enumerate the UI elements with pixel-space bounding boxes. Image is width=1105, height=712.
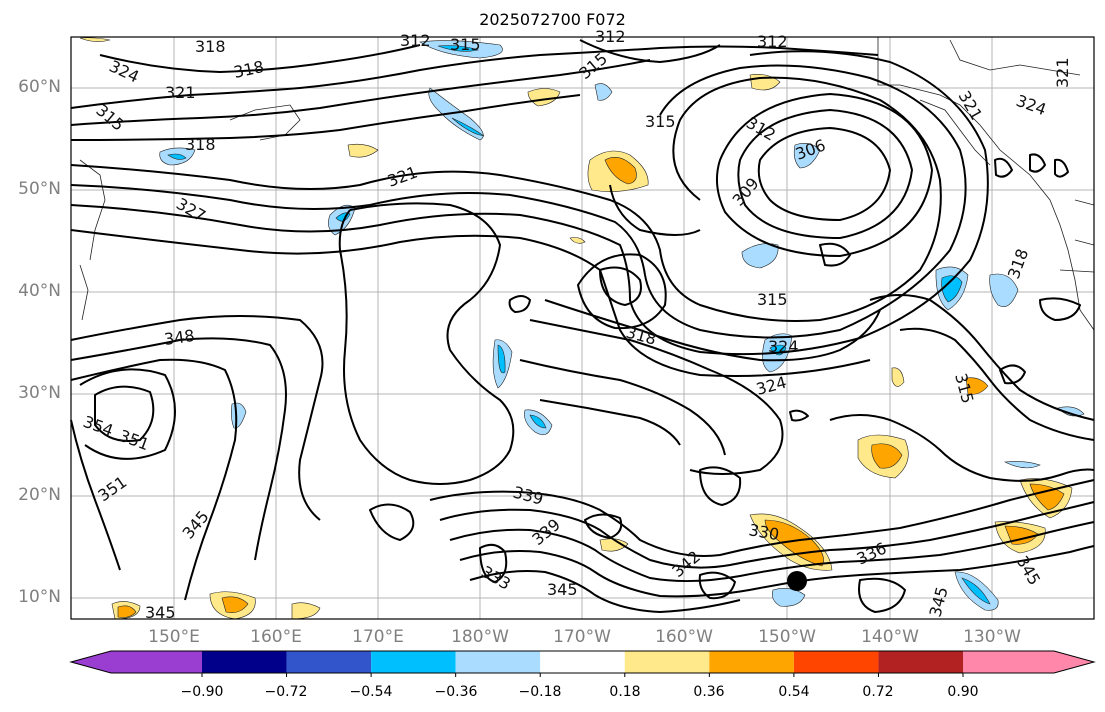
colorbar-segment xyxy=(455,651,541,673)
lon-label: 150°E xyxy=(148,627,200,647)
lat-label: 30°N xyxy=(18,383,61,403)
contour-label: 315 xyxy=(450,35,481,54)
colorbar-segment xyxy=(709,651,794,673)
colorbar-tick-label: 0.18 xyxy=(609,684,641,700)
colorbar-segment xyxy=(286,651,372,673)
colorbar xyxy=(69,650,1096,677)
lon-label: 160°E xyxy=(250,627,302,647)
colorbar-segment xyxy=(878,651,963,673)
plot-frame xyxy=(70,36,1095,620)
colorbar-tick-label: −0.54 xyxy=(349,684,393,700)
colorbar-tick-label: −0.90 xyxy=(180,684,224,700)
contour-label: 345 xyxy=(547,580,578,599)
contour-label: 318 xyxy=(185,135,216,154)
lat-label: 10°N xyxy=(18,587,61,607)
contour-label: 312 xyxy=(400,31,431,50)
chart-title: 2025072700 F072 xyxy=(479,10,626,29)
contour-label: 312 xyxy=(757,32,788,51)
colorbar-segment xyxy=(793,651,879,673)
lat-label: 40°N xyxy=(18,281,61,301)
colorbar-tick-label: 0.36 xyxy=(693,684,725,700)
colorbar-segment xyxy=(71,651,202,673)
colorbar-tick-label: −0.72 xyxy=(264,684,308,700)
colorbar-segment xyxy=(624,651,710,673)
colorbar-segment xyxy=(540,651,625,673)
lon-label: 140°W xyxy=(861,627,919,647)
lon-label: 150°W xyxy=(758,627,816,647)
lon-label: 180°W xyxy=(451,627,509,647)
colorbar-segment xyxy=(371,651,456,673)
colorbar-outline xyxy=(69,650,1096,674)
lon-label: 160°W xyxy=(655,627,713,647)
contour-label: 348 xyxy=(163,326,196,349)
contour-label: 315 xyxy=(645,112,676,131)
colorbar-tick-label: −0.18 xyxy=(518,684,562,700)
colorbar-tick-label: 0.54 xyxy=(778,684,810,700)
lat-label: 50°N xyxy=(18,179,61,199)
colorbar-tick-label: 0.72 xyxy=(862,684,894,700)
shading-positive xyxy=(79,37,1073,620)
lat-label: 20°N xyxy=(18,485,61,505)
contour-label: 315 xyxy=(757,290,788,309)
colorbar-segment xyxy=(202,651,287,673)
contour-lines xyxy=(70,39,1095,613)
colorbar-segment xyxy=(963,651,1094,673)
colorbar-tick-label: −0.36 xyxy=(434,684,478,700)
contour-label: 321 xyxy=(165,83,196,102)
contour-label: 324 xyxy=(768,337,799,356)
lon-label: 170°E xyxy=(352,627,404,647)
lon-label: 130°W xyxy=(963,627,1021,647)
station-marker xyxy=(787,571,807,591)
contour-label: 318 xyxy=(195,37,226,56)
contour-label: 321 xyxy=(1053,57,1072,88)
shading-negative xyxy=(159,40,1085,611)
lon-label: 170°W xyxy=(553,627,611,647)
colorbar-tick-label: 0.90 xyxy=(947,684,979,700)
contour-label: 345 xyxy=(145,603,176,622)
lat-label: 60°N xyxy=(18,77,61,97)
